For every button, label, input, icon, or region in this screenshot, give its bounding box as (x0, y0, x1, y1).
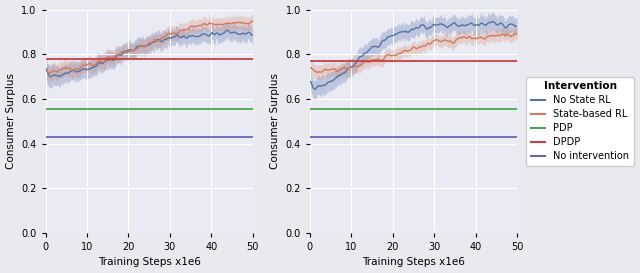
Legend: No State RL, State-based RL, PDP, DPDP, No intervention: No State RL, State-based RL, PDP, DPDP, … (526, 77, 634, 166)
X-axis label: Training Steps x1e6: Training Steps x1e6 (362, 257, 465, 268)
Y-axis label: Consumer Surplus: Consumer Surplus (270, 73, 280, 169)
X-axis label: Training Steps x1e6: Training Steps x1e6 (98, 257, 200, 268)
Y-axis label: Consumer Surplus: Consumer Surplus (6, 73, 15, 169)
